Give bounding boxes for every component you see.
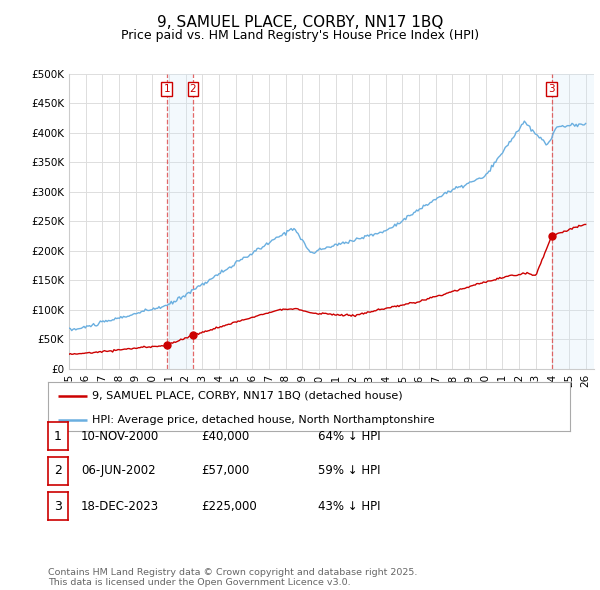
Text: 2: 2	[190, 84, 196, 94]
Text: 3: 3	[548, 84, 555, 94]
Text: 3: 3	[54, 500, 62, 513]
Text: £57,000: £57,000	[201, 464, 249, 477]
Text: 59% ↓ HPI: 59% ↓ HPI	[318, 464, 380, 477]
Bar	[551, 74, 594, 369]
Text: 9, SAMUEL PLACE, CORBY, NN17 1BQ (detached house): 9, SAMUEL PLACE, CORBY, NN17 1BQ (detach…	[92, 391, 403, 401]
Text: 10-NOV-2000: 10-NOV-2000	[81, 430, 159, 442]
Text: 43% ↓ HPI: 43% ↓ HPI	[318, 500, 380, 513]
Text: 18-DEC-2023: 18-DEC-2023	[81, 500, 159, 513]
Text: Price paid vs. HM Land Registry's House Price Index (HPI): Price paid vs. HM Land Registry's House …	[121, 30, 479, 42]
Text: £225,000: £225,000	[201, 500, 257, 513]
Text: HPI: Average price, detached house, North Northamptonshire: HPI: Average price, detached house, Nort…	[92, 415, 435, 425]
Bar	[167, 74, 193, 369]
Text: 06-JUN-2002: 06-JUN-2002	[81, 464, 155, 477]
Text: Contains HM Land Registry data © Crown copyright and database right 2025.
This d: Contains HM Land Registry data © Crown c…	[48, 568, 418, 587]
Text: £40,000: £40,000	[201, 430, 249, 442]
Text: 64% ↓ HPI: 64% ↓ HPI	[318, 430, 380, 442]
Text: 1: 1	[164, 84, 170, 94]
Text: 1: 1	[54, 430, 62, 442]
Text: 2: 2	[54, 464, 62, 477]
Text: 9, SAMUEL PLACE, CORBY, NN17 1BQ: 9, SAMUEL PLACE, CORBY, NN17 1BQ	[157, 15, 443, 30]
